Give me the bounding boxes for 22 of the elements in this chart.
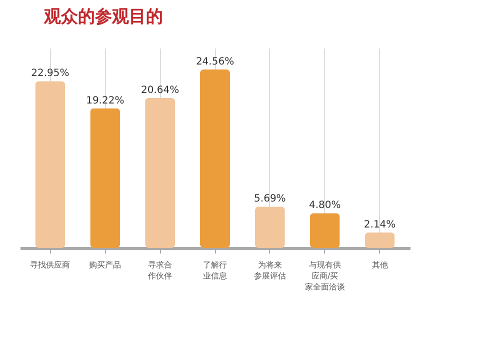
data-label: 4.80%	[308, 200, 341, 212]
data-label: 24.56%	[196, 56, 234, 68]
bar	[90, 108, 120, 248]
bar	[200, 69, 230, 248]
chart-title: 观众的参观目的	[43, 7, 163, 27]
bar	[364, 232, 395, 248]
data-label: 5.69%	[254, 194, 286, 205]
data-label: 2.14%	[364, 219, 396, 230]
x-tick-label: 寻求合作伙伴	[147, 260, 172, 280]
bar	[254, 206, 285, 248]
data-label: 20.64%	[141, 84, 180, 96]
bar	[145, 98, 176, 248]
x-tick-label: 与现有供应商/买家全面洽谈	[304, 260, 345, 292]
x-tick-label: 其他	[372, 260, 388, 270]
data-label: 19.22%	[86, 95, 124, 106]
x-tick-label: 购买产品	[89, 260, 122, 270]
x-tick-label: 为将来参展评估	[254, 260, 286, 280]
x-tick-label: 了解行业信息	[203, 260, 227, 280]
bar	[310, 213, 340, 248]
x-tick-label: 寻找供应商	[30, 260, 70, 270]
bar	[35, 81, 66, 248]
data-label: 22.95%	[31, 68, 70, 80]
